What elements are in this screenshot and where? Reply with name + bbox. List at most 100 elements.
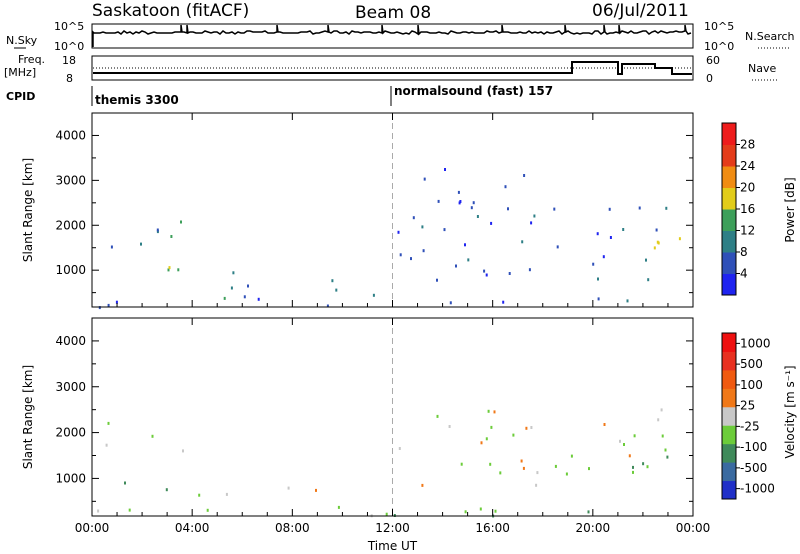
power-cell [647,278,650,282]
power-cell [596,232,599,236]
power-cell [177,268,180,272]
velocity-plot-background [92,318,693,516]
velocity-cell [535,483,538,487]
velocity-xtick-label: 08:00 [275,521,310,535]
power-cell [656,240,659,244]
velocity-cell [646,465,649,469]
power-cell [397,230,400,234]
velocity-cell [588,467,590,471]
nsky-tick-top: 10^5 [54,20,84,33]
power-cell [622,228,625,231]
power-cell [168,266,171,270]
velocity-cell [632,470,634,474]
velocity-colorbar-segment [722,369,736,389]
velocity-cell [206,508,209,512]
cpid-label: CPID [6,90,35,103]
velocity-cell [554,464,557,468]
velocity-xtick-label: 20:00 [576,521,611,535]
power-cell [597,277,599,281]
power-cell [592,262,595,266]
velocity-panel: 1000 2000 3000 4000 00:00 04:00 08:00 12:00 16:0… [21,317,797,553]
velocity-cell [603,423,606,426]
nsky-trace [92,24,692,47]
power-colorbar-segment [722,273,736,296]
velocity-colorbar-segment [722,406,736,426]
power-cell [230,286,233,290]
power-cell [507,207,509,211]
power-colorbar-segment [722,166,736,188]
velocity-cell [565,472,568,476]
power-cell [223,296,226,300]
power-cell [490,221,493,225]
velocity-cell [494,509,497,513]
velocity-cell [385,512,388,516]
velocity-cell [97,509,100,513]
velocity-colorbar-segment [722,443,736,463]
velocity-xlabel: Time UT [367,539,418,553]
power-cell [464,243,466,247]
power-cell [170,235,173,238]
power-cell [502,300,505,304]
power-cell [504,185,507,189]
velocity-cell [633,434,636,438]
power-cell [533,214,536,218]
velocity-cell [490,425,493,429]
velocity-ylabel: Slant Range [km] [21,365,35,469]
power-cell [472,201,475,205]
velocity-cell [570,454,573,458]
freq-tick-top: 18 [62,54,76,67]
power-cell [467,258,470,262]
velocity-cell [628,454,631,458]
power-cell [608,207,611,211]
power-cell [459,200,462,203]
power-cell [655,228,658,232]
velocity-cell [489,462,492,466]
power-cell [638,206,641,210]
power-ylabel: Slant Range [km] [21,158,35,262]
velocity-colorbar-segment [722,462,736,482]
power-cell [167,268,170,272]
power-cell [523,174,526,177]
power-cell [180,220,182,224]
velocity-cell [664,448,667,452]
power-colorbar-label: 8 [740,245,748,259]
power-colorbar-label: 24 [740,159,755,173]
freq-label: Freq. [18,53,45,66]
velocity-cell [661,434,664,438]
power-colorbar-title: Power [dB] [783,177,797,242]
power-cell [508,272,511,275]
power-colorbar-label: 16 [740,202,755,216]
velocity-cell [642,462,645,466]
velocity-cell [182,449,184,453]
nave-label: Nave [748,62,776,75]
power-panel: 1000 2000 3000 4000 Slant Range [km] 4 8 12 16 20… [21,112,797,310]
power-ytick-label: 2000 [55,218,86,232]
power-cell [455,264,457,268]
power-cell [436,278,438,282]
power-cell [653,246,656,250]
power-cell [449,301,452,305]
velocity-colorbar-segment [722,425,736,445]
nave-tick-top: 60 [706,54,720,67]
velocity-xtick-label: 04:00 [175,521,210,535]
power-cell [556,245,559,249]
velocity-cell [512,433,515,437]
velocity-cell [487,409,490,413]
velocity-xtick-label: 00:00 [676,521,711,535]
velocity-cell [536,471,539,475]
velocity-cell [198,493,201,497]
power-cell [530,221,533,225]
power-cell [483,269,486,273]
velocity-cell [493,410,496,414]
velocity-xtick-label: 12:00 [375,521,410,535]
velocity-colorbar-segment [722,333,736,352]
power-cell [107,303,110,307]
velocity-colorbar-segment [722,351,736,371]
velocity-colorbar-frame [721,332,737,500]
velocity-colorbar-label: -1000 [740,482,775,496]
power-cell [437,199,440,203]
power-colorbar-label: 20 [740,181,755,195]
velocity-cell [464,510,467,514]
power-cell [110,245,113,249]
